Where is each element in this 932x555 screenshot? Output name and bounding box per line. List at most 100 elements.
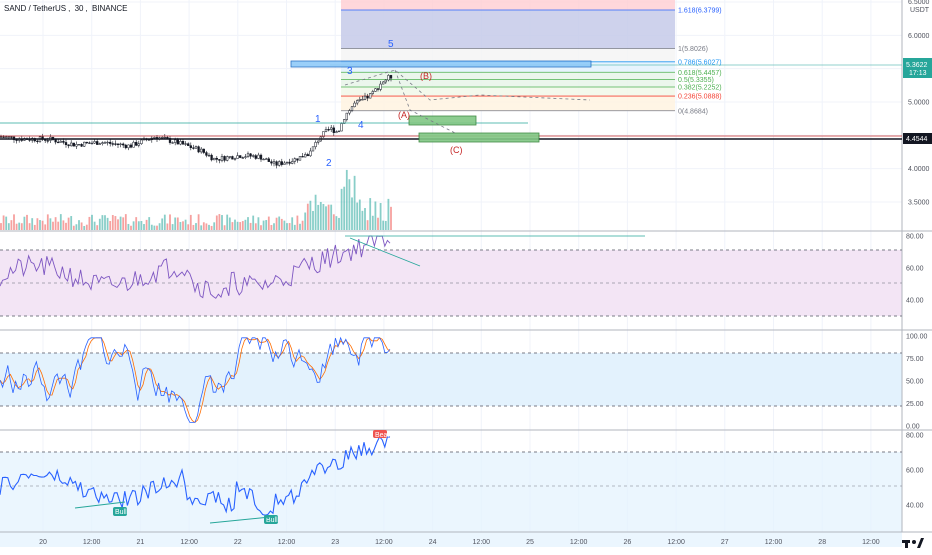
candle-body bbox=[10, 136, 13, 138]
last-price-value: 5.3622 bbox=[906, 62, 928, 69]
volume-bar bbox=[75, 224, 78, 230]
volume-bar bbox=[70, 216, 73, 230]
volume-bar bbox=[176, 217, 179, 230]
candle-body bbox=[262, 158, 265, 161]
candle-body bbox=[163, 136, 166, 139]
candle-body bbox=[223, 156, 226, 161]
candle-body bbox=[348, 110, 351, 114]
candle-body bbox=[215, 157, 218, 160]
volume-bar bbox=[46, 214, 49, 230]
time-tick-label: 12:00 bbox=[862, 539, 880, 546]
wave-c-box[interactable] bbox=[418, 132, 540, 143]
volume-bar bbox=[36, 218, 39, 230]
candle-body bbox=[371, 91, 374, 94]
volume-bar bbox=[13, 214, 15, 230]
volume-bar bbox=[275, 217, 278, 230]
target-zone-box[interactable] bbox=[290, 60, 592, 68]
volume-bar bbox=[270, 224, 273, 230]
price-tick-label: 4.0000 bbox=[908, 166, 930, 173]
candle-body bbox=[93, 141, 96, 144]
price-axis[interactable]: 6.00005.50005.00004.50004.00003.50006.50… bbox=[908, 0, 930, 207]
volume-bar bbox=[49, 218, 52, 230]
candle-body bbox=[111, 143, 114, 145]
volume-bar bbox=[330, 204, 333, 230]
volume-bar bbox=[65, 222, 67, 230]
candle-body bbox=[361, 99, 364, 101]
fib-extension[interactable]: 1.618(6.3799) 1(5.8026) 0.786(5.6027) 0.618… bbox=[341, 0, 722, 115]
fib-zone bbox=[341, 79, 675, 87]
volume-bar bbox=[124, 214, 127, 230]
volume-bar bbox=[39, 220, 41, 230]
volume-bar bbox=[171, 224, 174, 230]
fib-zone bbox=[341, 48, 675, 62]
volume-bar bbox=[109, 221, 112, 230]
candle-body bbox=[285, 161, 289, 164]
volume-bar bbox=[306, 203, 309, 230]
projection-path-c bbox=[394, 69, 456, 134]
osc2-band bbox=[0, 353, 902, 406]
candle-body bbox=[70, 142, 73, 147]
volume-bar bbox=[390, 206, 392, 230]
time-axis[interactable]: 20 12:00 21 12:00 22 12:00 23 12:00 24 12:00 25 12:… bbox=[39, 539, 880, 546]
candle-body bbox=[57, 141, 60, 144]
fib-zone-top bbox=[341, 0, 675, 11]
time-tick-label: 28 bbox=[818, 539, 826, 546]
volume-bar bbox=[312, 210, 314, 230]
candle-body bbox=[90, 142, 94, 145]
candle-body bbox=[278, 161, 281, 166]
candle-body bbox=[83, 141, 86, 147]
volume-bar bbox=[158, 223, 161, 230]
candle-body bbox=[327, 129, 330, 131]
volume-bar bbox=[26, 214, 28, 230]
osc1-tick-label: 40.00 bbox=[906, 298, 924, 305]
volume-bar bbox=[20, 223, 23, 230]
volume-bar bbox=[382, 220, 385, 230]
volume-bar bbox=[57, 221, 60, 230]
volume-bar bbox=[286, 223, 288, 230]
candle-body bbox=[293, 158, 296, 162]
osc3-tick-label: 60.00 bbox=[906, 468, 924, 475]
candle-body bbox=[54, 139, 57, 143]
volume-bar bbox=[18, 222, 21, 230]
symbol-title[interactable]: SAND / TetherUS, 30, BINANCE bbox=[4, 4, 130, 13]
volume-bar bbox=[52, 221, 54, 230]
candle-body bbox=[15, 139, 18, 141]
volume-bar bbox=[335, 216, 338, 230]
volume-bar bbox=[101, 215, 104, 230]
candles[interactable] bbox=[0, 74, 393, 169]
candle-body bbox=[340, 123, 343, 132]
candle-body bbox=[283, 162, 286, 165]
candle-body bbox=[171, 142, 174, 144]
volume-bar bbox=[28, 223, 31, 230]
fib-level-label: 0.5(5.3355) bbox=[678, 77, 714, 84]
fib-zone bbox=[341, 72, 675, 80]
volume-bar bbox=[104, 215, 106, 230]
candle-body bbox=[46, 140, 49, 142]
volume-bar bbox=[41, 220, 44, 230]
volume-bar bbox=[361, 210, 364, 230]
candle-body bbox=[77, 144, 81, 146]
candle-body bbox=[137, 143, 140, 146]
osc2-tick-label: 0.00 bbox=[906, 424, 920, 431]
candle-body bbox=[384, 79, 387, 83]
volume-bar bbox=[239, 222, 242, 230]
candle-body bbox=[249, 153, 252, 157]
volume-bar bbox=[114, 216, 117, 230]
volume-bar bbox=[156, 225, 158, 230]
volume-bar bbox=[343, 186, 346, 230]
candle-body bbox=[363, 95, 367, 100]
candle-body bbox=[306, 154, 309, 157]
time-tick-label: 23 bbox=[331, 539, 339, 546]
candle-body bbox=[114, 143, 117, 145]
symbol-interval: 30 bbox=[74, 4, 84, 13]
volume-bar bbox=[317, 204, 320, 230]
candle-body bbox=[7, 136, 10, 138]
volume-bar bbox=[145, 219, 148, 230]
volume-bar bbox=[228, 217, 231, 230]
time-tick-label: 12:00 bbox=[570, 539, 588, 546]
candle-body bbox=[246, 153, 250, 157]
wave-a-box[interactable] bbox=[408, 115, 477, 126]
tradingview-logo-icon[interactable] bbox=[902, 538, 926, 548]
